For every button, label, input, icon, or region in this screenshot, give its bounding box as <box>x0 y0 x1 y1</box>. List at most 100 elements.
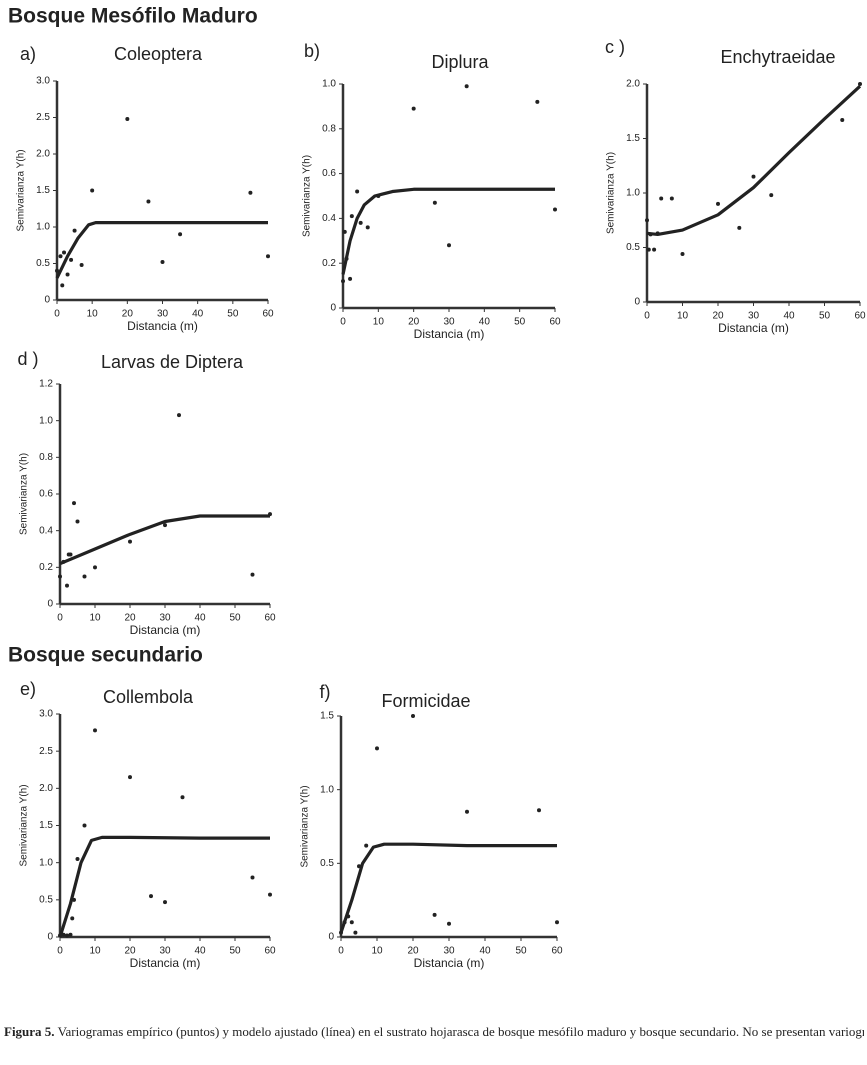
data-point <box>128 539 132 544</box>
data-point <box>149 894 153 899</box>
data-point <box>93 565 97 570</box>
caption-label: Figura 5. <box>4 1024 55 1039</box>
data-point <box>341 279 345 284</box>
data-point <box>553 207 557 212</box>
data-point <box>65 272 70 277</box>
y-tick-label: 1.0 <box>36 222 50 233</box>
y-tick-label: 0.5 <box>39 894 53 905</box>
data-point <box>680 252 685 257</box>
data-point <box>537 808 541 813</box>
data-point <box>346 914 351 919</box>
x-tick-label: 20 <box>712 311 724 322</box>
x-tick-label: 20 <box>408 317 420 328</box>
data-point <box>163 900 167 905</box>
x-tick-label: 0 <box>57 946 63 957</box>
x-tick-label: 60 <box>262 309 274 320</box>
data-point <box>128 775 132 780</box>
data-point <box>178 232 183 237</box>
panel-title: Collembola <box>103 687 194 707</box>
data-point <box>58 574 62 579</box>
data-point <box>669 196 674 201</box>
y-axis-label: Semivarianza Y(h) <box>19 784 30 866</box>
y-tick-label: 0.5 <box>626 242 640 253</box>
x-tick-label: 60 <box>549 317 561 328</box>
data-point <box>72 897 76 902</box>
y-tick-label: 2.5 <box>39 746 53 757</box>
y-tick-label: 1.0 <box>39 415 53 426</box>
y-tick-label: 0.4 <box>322 213 336 224</box>
x-tick-label: 0 <box>54 309 60 320</box>
y-tick-label: 3.0 <box>36 76 50 87</box>
y-tick-label: 1.5 <box>320 711 334 722</box>
x-tick-label: 20 <box>124 613 136 624</box>
panel-title: Diplura <box>431 52 489 72</box>
x-tick-label: 10 <box>87 309 99 320</box>
x-tick-label: 0 <box>338 946 344 957</box>
x-tick-label: 60 <box>551 946 563 957</box>
y-tick-label: 2.5 <box>36 112 50 123</box>
data-point <box>751 174 756 179</box>
data-point <box>348 276 353 281</box>
data-point <box>648 232 653 237</box>
data-point <box>58 254 63 259</box>
data-point <box>646 247 651 252</box>
data-point <box>364 843 369 848</box>
data-point <box>652 247 657 252</box>
y-tick-label: 1.5 <box>36 185 50 196</box>
x-tick-label: 20 <box>124 946 136 957</box>
y-tick-label: 1.0 <box>320 784 334 795</box>
x-tick-label: 50 <box>229 946 241 957</box>
data-point <box>268 512 272 517</box>
data-point <box>266 254 270 259</box>
data-point <box>180 795 185 800</box>
x-tick-label: 0 <box>57 613 63 624</box>
y-tick-label: 0.2 <box>322 258 336 269</box>
data-point <box>65 933 69 938</box>
x-tick-label: 30 <box>748 311 760 322</box>
x-tick-label: 50 <box>514 317 526 328</box>
x-tick-label: 10 <box>371 946 383 957</box>
x-tick-label: 30 <box>443 946 455 957</box>
data-point <box>68 552 73 557</box>
data-point <box>62 250 67 255</box>
section-heading: Bosque secundario <box>8 644 203 667</box>
data-point <box>447 921 451 926</box>
data-point <box>61 559 66 564</box>
x-tick-label: 40 <box>194 613 206 624</box>
y-tick-label: 1.0 <box>322 79 336 90</box>
data-point <box>375 746 379 751</box>
data-point <box>82 574 87 579</box>
panel-letter: f) <box>320 682 331 702</box>
y-tick-label: 2.0 <box>39 783 53 794</box>
y-tick-label: 0.8 <box>39 452 53 463</box>
data-point <box>355 189 360 194</box>
data-point <box>61 932 66 937</box>
data-point <box>60 283 65 288</box>
data-point <box>737 225 742 230</box>
data-point <box>432 912 437 917</box>
panel-title: Enchytraeidae <box>720 47 835 67</box>
caption-text: Variogramas empírico (puntos) y modelo a… <box>57 1024 864 1039</box>
x-tick-label: 50 <box>229 613 241 624</box>
data-point <box>464 84 469 89</box>
y-tick-label: 0 <box>328 932 334 943</box>
x-axis-label: Distancia (m) <box>414 327 485 341</box>
model-line <box>59 514 270 566</box>
data-point <box>465 809 469 814</box>
y-tick-label: 0 <box>47 599 53 610</box>
data-point <box>376 194 381 198</box>
data-point <box>716 201 720 206</box>
x-tick-label: 50 <box>227 309 239 320</box>
x-tick-label: 20 <box>122 309 134 320</box>
x-tick-label: 0 <box>340 317 346 328</box>
y-axis-label: Semivarianza Y(h) <box>300 785 311 867</box>
x-tick-label: 10 <box>373 317 385 328</box>
data-point <box>65 583 69 588</box>
data-point <box>248 190 253 195</box>
data-point <box>357 864 361 869</box>
data-point <box>645 218 649 223</box>
y-tick-label: 0.2 <box>39 562 53 573</box>
caption: Figura 5. Variogramas empírico (puntos) … <box>4 1022 864 1042</box>
data-point <box>72 228 77 233</box>
